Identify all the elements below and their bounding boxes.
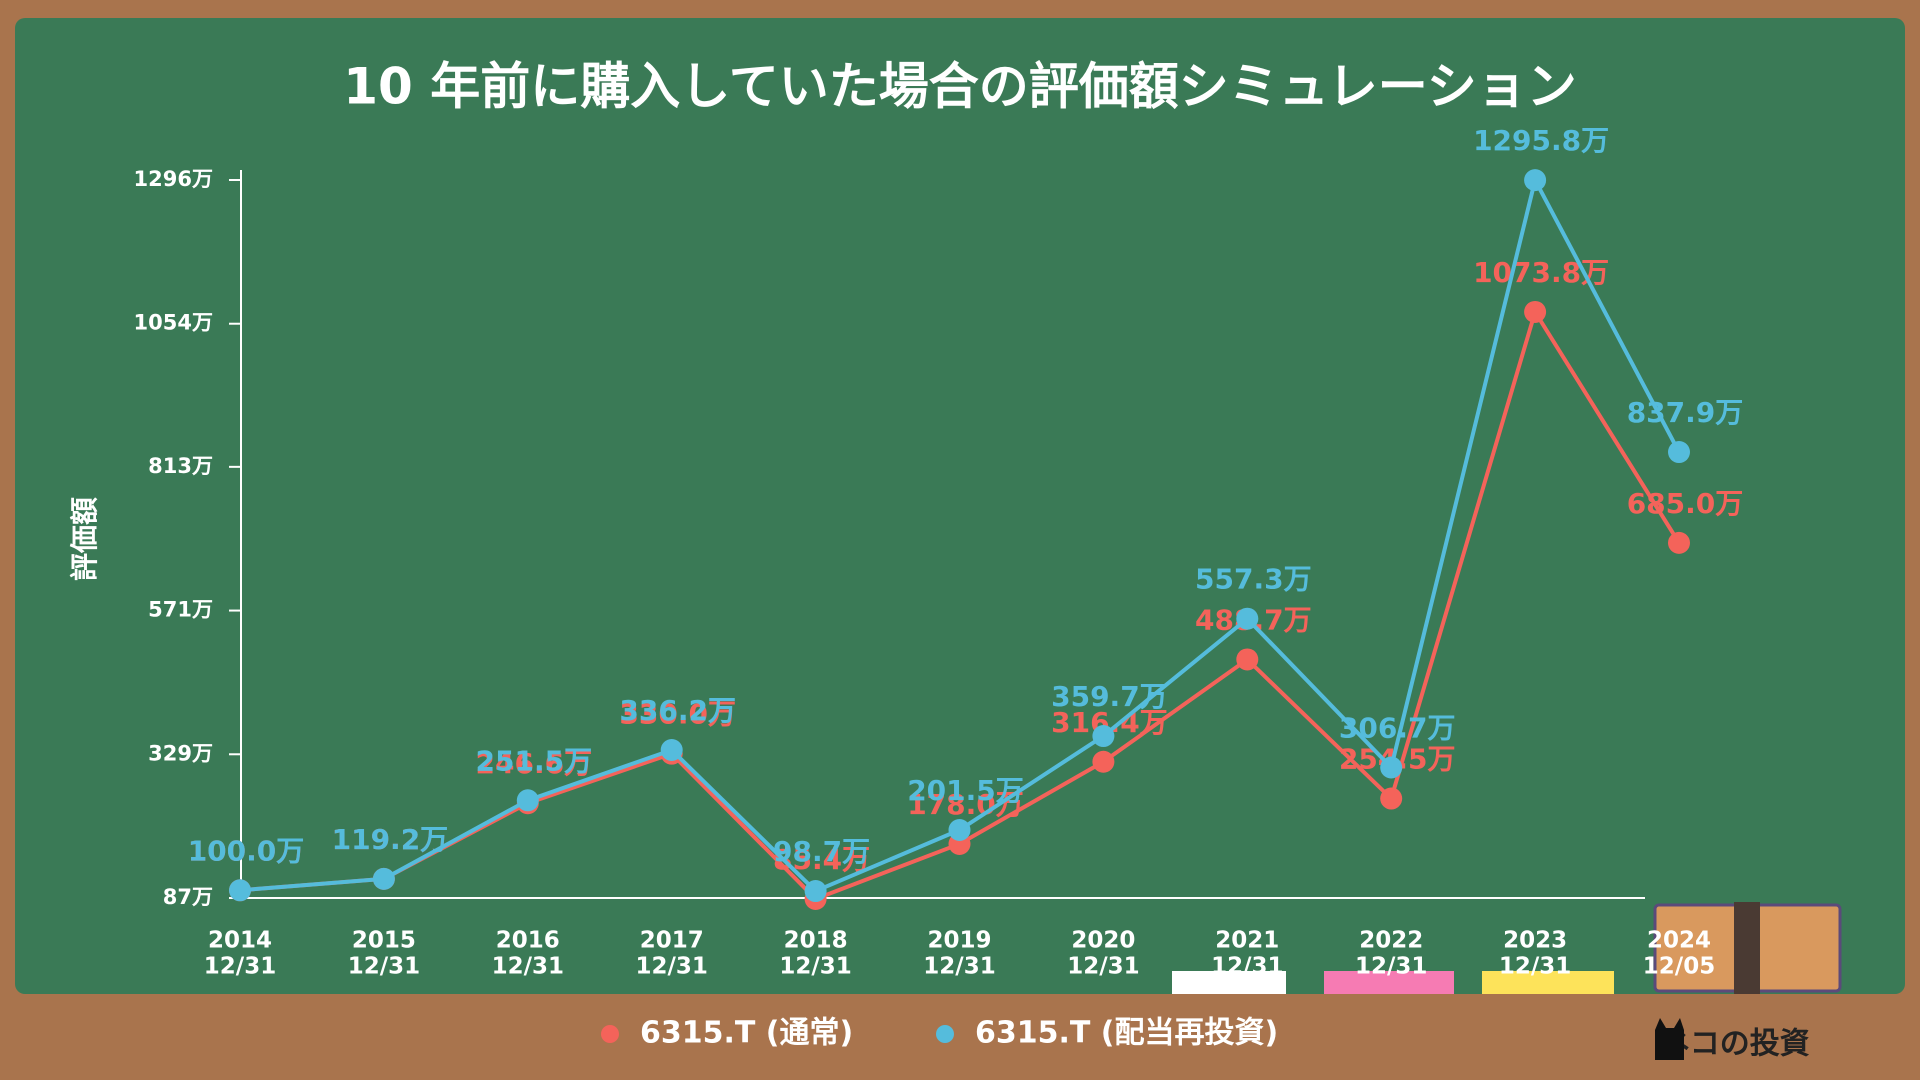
x-tick-label: 2021 (1215, 928, 1279, 954)
data-label: 100.0万 (188, 834, 305, 867)
data-label: 306.7万 (1339, 712, 1456, 745)
data-point (1236, 648, 1259, 671)
data-label: 201.5万 (907, 774, 1024, 807)
data-label: 251.5万 (476, 744, 593, 777)
data-point (1380, 756, 1403, 779)
data-label: 85.4万 (773, 843, 870, 876)
x-tick-label: 2024 (1647, 928, 1711, 954)
data-label: 119.2万 (332, 823, 449, 856)
x-tick-label: 2020 (1071, 928, 1135, 954)
legend-label: 6315.T (配当再投資) (975, 1016, 1278, 1051)
eraser-band (1734, 902, 1760, 994)
y-axis-label: 評価額 (68, 497, 101, 581)
cat-icon (1655, 1018, 1684, 1060)
x-tick-label: 12/31 (348, 954, 420, 980)
x-tick-label: 12/31 (779, 954, 851, 980)
data-label: 837.9万 (1627, 396, 1744, 429)
data-point (660, 739, 683, 762)
data-point (372, 867, 395, 890)
data-point (1380, 787, 1403, 810)
board (15, 18, 1905, 994)
x-tick-label: 2018 (784, 928, 848, 954)
x-tick-label: 12/31 (492, 954, 564, 980)
legend-marker (601, 1025, 619, 1043)
data-label: 98.7万 (773, 835, 870, 868)
chalk-yellow (1482, 971, 1614, 994)
x-tick-label: 12/31 (204, 954, 276, 980)
chalk-pink (1324, 971, 1454, 994)
data-label: 246.6万 (476, 747, 593, 780)
data-label: 1295.8万 (1473, 124, 1609, 157)
data-point (229, 879, 251, 902)
data-point (516, 789, 539, 812)
data-label: 330.0万 (619, 698, 736, 731)
data-point (1236, 607, 1259, 630)
data-label: 119.2万 (332, 823, 449, 856)
x-tick-label: 2019 (927, 928, 991, 954)
data-label: 1073.8万 (1473, 256, 1609, 289)
data-label: 557.3万 (1195, 563, 1312, 596)
x-tick-label: 12/05 (1643, 954, 1715, 980)
x-tick-label: 2023 (1503, 928, 1567, 954)
x-tick-label: 2016 (496, 928, 560, 954)
chart-title: 10 年前に購入していた場合の評価額シミュレーション (343, 58, 1577, 116)
y-tick-label: 571万 (148, 598, 213, 622)
y-tick-label: 87万 (163, 885, 213, 909)
x-tick-label: 12/31 (1355, 954, 1427, 980)
brand: ネコの投資 (1660, 1027, 1809, 1062)
data-label: 336.2万 (619, 694, 736, 727)
y-tick-label: 1296万 (134, 167, 213, 191)
data-point (1524, 300, 1547, 323)
data-point (1668, 531, 1690, 554)
chalk-white (1172, 971, 1286, 994)
data-label: 685.0万 (1627, 487, 1744, 520)
data-label: 178.0万 (907, 788, 1024, 821)
data-point (1668, 441, 1690, 464)
y-tick-label: 813万 (148, 454, 213, 478)
x-tick-label: 12/31 (923, 954, 995, 980)
data-point (1524, 169, 1547, 192)
x-tick-label: 2017 (640, 928, 704, 954)
x-tick-label: 2015 (352, 928, 416, 954)
data-label: 100.0万 (188, 834, 305, 867)
data-point (1092, 725, 1115, 748)
x-tick-label: 12/31 (1499, 954, 1571, 980)
legend-label: 6315.T (通常) (640, 1016, 853, 1051)
y-tick-label: 329万 (148, 741, 213, 765)
x-tick-label: 12/31 (1211, 954, 1283, 980)
x-tick-label: 2014 (208, 928, 272, 954)
x-tick-label: 12/31 (1067, 954, 1139, 980)
legend-marker (936, 1025, 954, 1043)
data-point (804, 880, 827, 903)
x-tick-label: 12/31 (635, 954, 707, 980)
data-label: 359.7万 (1051, 680, 1168, 713)
data-point (1092, 750, 1115, 773)
data-point (948, 819, 971, 842)
x-tick-label: 2022 (1359, 928, 1423, 954)
y-tick-label: 1054万 (134, 311, 213, 335)
